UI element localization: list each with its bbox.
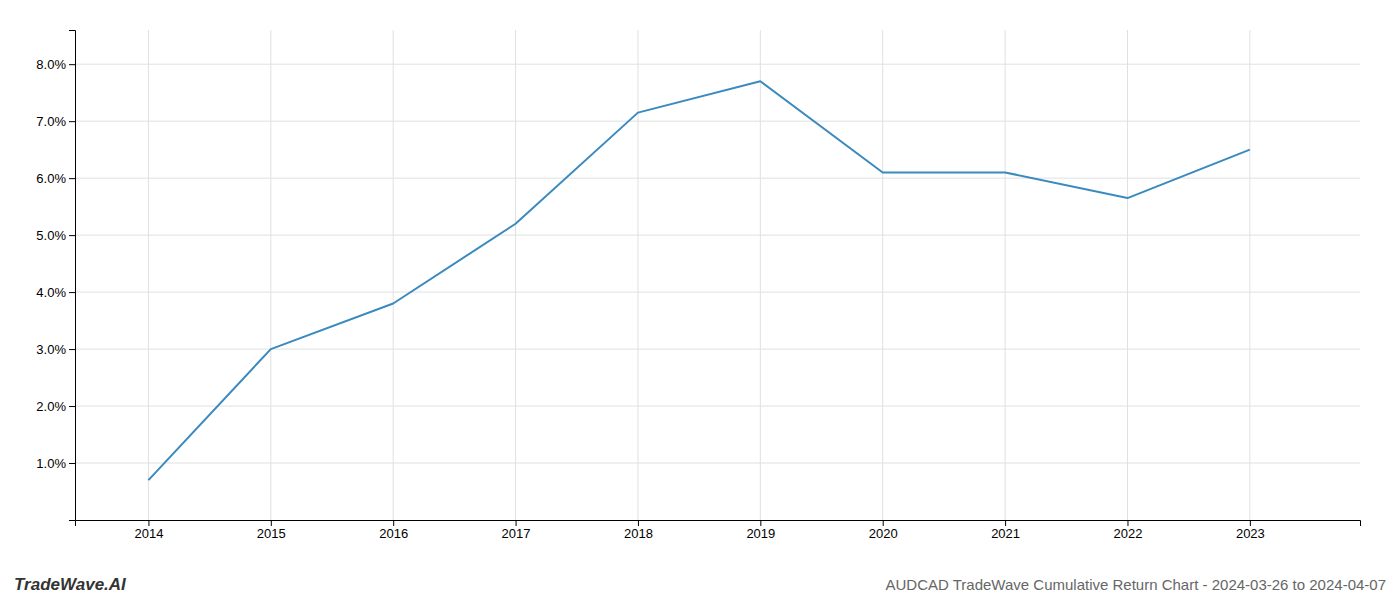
x-tick-label: 2021	[991, 526, 1020, 541]
x-tick: 2014	[134, 520, 163, 541]
grid-line-x	[270, 30, 271, 520]
x-tick-mark	[760, 520, 761, 526]
y-tick-label: 1.0%	[36, 456, 66, 471]
y-tick: 5.0%	[36, 228, 75, 243]
y-tick-mark	[69, 235, 75, 236]
x-tick: 2021	[991, 520, 1020, 541]
x-tick-label: 2017	[502, 526, 531, 541]
grid-line-x	[148, 30, 149, 520]
x-tick: 2018	[624, 520, 653, 541]
grid-line-y	[75, 463, 1360, 464]
grid-line-x	[515, 30, 516, 520]
grid-line-x	[882, 30, 883, 520]
watermark: TradeWave.AI	[14, 575, 127, 594]
x-tick-label: 2018	[624, 526, 653, 541]
x-tick: 2019	[746, 520, 775, 541]
marks	[148, 81, 1249, 480]
x-tick-label: 2019	[746, 526, 775, 541]
grid	[75, 30, 1360, 520]
y-tick-label: 5.0%	[36, 228, 66, 243]
x-tick-label: 2023	[1236, 526, 1265, 541]
y-tick-mark	[69, 178, 75, 179]
y-tick: 7.0%	[36, 114, 75, 129]
grid-line-y	[75, 406, 1360, 407]
grid-line-y	[75, 292, 1360, 293]
x-tick-mark	[883, 520, 884, 526]
x-tick-label: 2022	[1114, 526, 1143, 541]
y-tick-mark	[69, 292, 75, 293]
grid-line-y	[75, 121, 1360, 122]
y-tick-mark	[69, 121, 75, 122]
x-axis: 2014 2015 2016 2017 2018 2019 2020 2021 2022 2023	[76, 520, 1361, 541]
grid-line-x	[1127, 30, 1128, 520]
y-tick-label: 8.0%	[36, 57, 66, 72]
grid-line-x	[393, 30, 394, 520]
x-tick: 2016	[379, 520, 408, 541]
x-axis-line	[76, 521, 1361, 527]
plot-area: 2014 2015 2016 2017 2018 2019 2020 2021 2022 2023…	[36, 30, 1360, 541]
y-axis-line	[69, 31, 76, 521]
x-tick: 2015	[257, 520, 286, 541]
x-tick-mark	[516, 520, 517, 526]
x-tick-mark	[148, 520, 149, 526]
y-tick: 8.0%	[36, 57, 75, 72]
y-tick: 1.0%	[36, 456, 75, 471]
y-tick-mark	[69, 64, 75, 65]
x-tick-mark	[1127, 520, 1128, 526]
grid-line-x	[760, 30, 761, 520]
y-axis: 1.0% 2.0% 3.0% 4.0% 5.0% 6.0% 7.0% 8.0%	[36, 31, 75, 521]
y-tick-label: 6.0%	[36, 171, 66, 186]
data-line	[148, 81, 1249, 480]
y-tick-mark	[69, 406, 75, 407]
x-tick-label: 2020	[869, 526, 898, 541]
y-tick: 2.0%	[36, 399, 75, 414]
chart-svg: 2014 2015 2016 2017 2018 2019 2020 2021 2022 2023…	[0, 0, 1400, 600]
x-tick-label: 2015	[257, 526, 286, 541]
x-tick-mark	[1005, 520, 1006, 526]
x-tick-mark	[271, 520, 272, 526]
y-tick: 6.0%	[36, 171, 75, 186]
y-tick: 4.0%	[36, 285, 75, 300]
grid-line-y	[75, 349, 1360, 350]
x-tick-mark	[393, 520, 394, 526]
grid-line-y	[75, 64, 1360, 65]
grid-line-x	[1249, 30, 1250, 520]
y-tick-mark	[69, 349, 75, 350]
y-tick-mark	[69, 463, 75, 464]
y-tick-label: 7.0%	[36, 114, 66, 129]
x-tick-label: 2016	[379, 526, 408, 541]
y-tick-label: 3.0%	[36, 342, 66, 357]
x-tick-label: 2014	[134, 526, 163, 541]
x-tick: 2020	[869, 520, 898, 541]
y-tick: 3.0%	[36, 342, 75, 357]
chart-title: AUDCAD TradeWave Cumulative Return Chart…	[885, 576, 1386, 593]
grid-line-x	[637, 30, 638, 520]
x-tick: 2023	[1236, 520, 1265, 541]
y-tick-label: 2.0%	[36, 399, 66, 414]
x-tick-mark	[638, 520, 639, 526]
grid-line-y	[75, 235, 1360, 236]
x-tick-mark	[1250, 520, 1251, 526]
y-tick-label: 4.0%	[36, 285, 66, 300]
chart-container: 2014 2015 2016 2017 2018 2019 2020 2021 2022 2023…	[0, 0, 1400, 600]
x-tick: 2017	[502, 520, 531, 541]
x-tick: 2022	[1114, 520, 1143, 541]
grid-line-y	[75, 178, 1360, 179]
grid-line-x	[1005, 30, 1006, 520]
